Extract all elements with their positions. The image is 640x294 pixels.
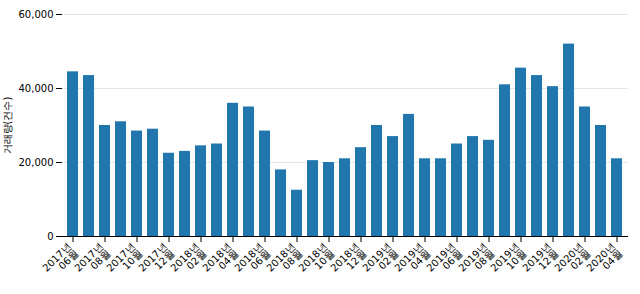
- svg-text:2018년04월: 2018년04월: [200, 241, 240, 281]
- svg-text:2019년06월: 2019년06월: [424, 241, 464, 281]
- svg-text:2020년04월: 2020년04월: [584, 241, 624, 281]
- svg-text:거래량(건수): 거래량(건수): [2, 97, 13, 155]
- svg-text:40,000: 40,000: [19, 83, 54, 94]
- svg-text:60,000: 60,000: [19, 9, 54, 20]
- svg-text:2017년12월: 2017년12월: [136, 241, 176, 281]
- svg-text:2018년12월: 2018년12월: [328, 241, 368, 281]
- svg-text:2017년08월: 2017년08월: [72, 241, 112, 281]
- svg-text:2018년06월: 2018년06월: [232, 241, 272, 281]
- svg-text:20,000: 20,000: [19, 157, 54, 168]
- svg-text:2019년08월: 2019년08월: [456, 241, 496, 281]
- svg-text:0: 0: [47, 231, 53, 242]
- svg-text:2019년02월: 2019년02월: [360, 241, 400, 281]
- svg-text:2019년10월: 2019년10월: [488, 241, 528, 281]
- svg-text:2018년02월: 2018년02월: [168, 241, 208, 281]
- svg-text:2018년10월: 2018년10월: [296, 241, 336, 281]
- svg-text:2020년02월: 2020년02월: [552, 241, 592, 281]
- svg-text:2019년12월: 2019년12월: [520, 241, 560, 281]
- svg-text:2017년06월: 2017년06월: [40, 241, 80, 281]
- svg-text:2019년04월: 2019년04월: [392, 241, 432, 281]
- svg-text:2017년10월: 2017년10월: [104, 241, 144, 281]
- svg-text:2018년08월: 2018년08월: [264, 241, 304, 281]
